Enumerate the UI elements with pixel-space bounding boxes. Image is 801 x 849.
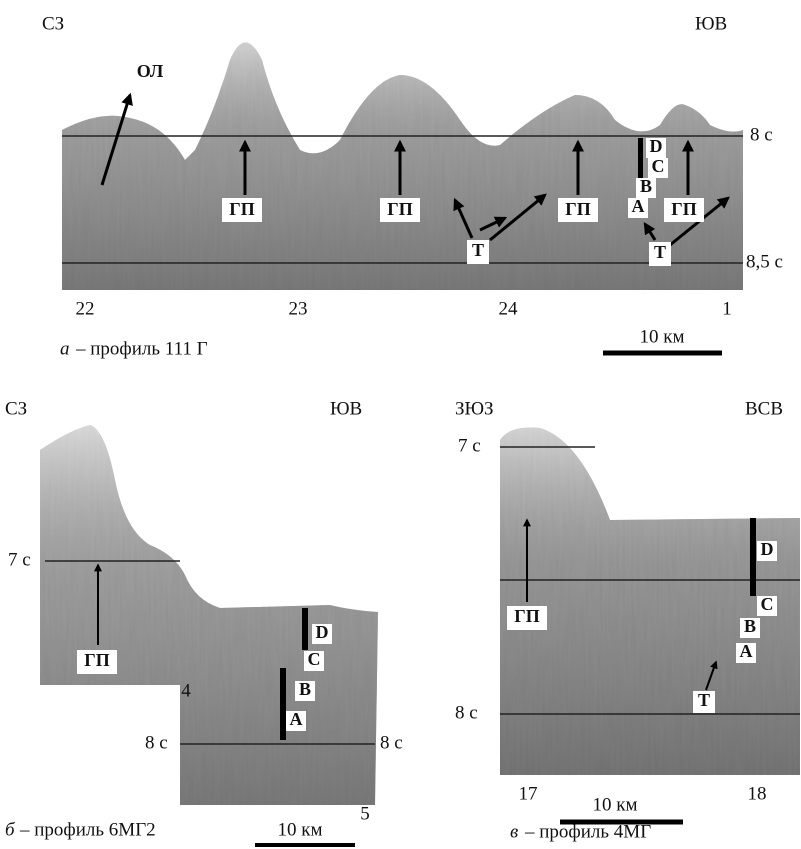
label-box — [636, 178, 656, 198]
panel-title: – профиль 4МГ — [524, 821, 651, 842]
time-label: 8 с — [380, 732, 403, 753]
label-box — [286, 711, 306, 731]
arrow — [100, 92, 133, 186]
annotation: Т — [654, 242, 666, 262]
label-box — [304, 651, 324, 671]
annotation: D — [761, 539, 774, 559]
time-label: 7 с — [458, 435, 481, 456]
annotation: Т — [698, 690, 710, 710]
label-box — [295, 681, 315, 701]
label-box — [693, 691, 715, 713]
annotation: ОЛ — [137, 61, 164, 81]
label-box — [467, 240, 489, 264]
distance-label: 17 — [519, 783, 538, 804]
unit-bar — [750, 518, 756, 596]
label-box — [628, 198, 648, 218]
arrow — [705, 660, 718, 691]
annotation: ГП — [514, 606, 539, 626]
scale-label: 10 км — [592, 794, 637, 815]
annotation: ГП — [387, 199, 412, 219]
annotation: ГП — [84, 650, 109, 670]
annotation: A — [290, 709, 303, 729]
unit-bar — [280, 668, 286, 740]
scale-label: 10 км — [277, 819, 322, 840]
distance-label: 24 — [499, 298, 519, 319]
distance-label: 4 — [181, 680, 191, 701]
scale-label: 10 км — [639, 326, 684, 347]
panel-title: – профиль 111 Г — [75, 338, 208, 359]
arrow — [643, 221, 657, 241]
direction: ЗЮЗ — [455, 398, 494, 419]
label-box — [222, 198, 262, 222]
annotation: A — [632, 196, 645, 216]
time-label: 8 с — [455, 702, 478, 723]
annotation: ГП — [565, 199, 590, 219]
label-box — [649, 242, 671, 266]
distance-label: 1 — [722, 298, 732, 319]
annotation: D — [650, 136, 663, 156]
unit-bar — [638, 138, 643, 206]
annotation: ГП — [671, 199, 696, 219]
label-box — [380, 198, 420, 222]
label-box — [312, 624, 332, 644]
annotation: B — [640, 176, 652, 196]
unit-bar — [302, 608, 308, 650]
annotation: C — [308, 649, 321, 669]
annotation: ГП — [229, 199, 254, 219]
label-box — [736, 643, 756, 663]
arrow — [479, 216, 508, 232]
panel-b: СЗ ЮВ 7 с 8 с 8 с 4 5 10 км б – профиль … — [5, 398, 403, 847]
distance-label: 22 — [76, 298, 95, 319]
annotation: C — [652, 156, 665, 176]
label-box — [757, 541, 777, 561]
annotation: D — [316, 622, 329, 642]
distance-label: 18 — [748, 783, 767, 804]
seismic-section — [40, 425, 378, 805]
direction: ВСВ — [745, 398, 783, 419]
time-label: 8 с — [145, 732, 168, 753]
seismic-section — [62, 42, 743, 290]
label-box — [646, 138, 666, 158]
label-box — [757, 596, 777, 616]
direction: СЗ — [5, 398, 27, 419]
label-box — [507, 606, 547, 630]
arrow — [453, 197, 474, 239]
annotation: A — [740, 641, 753, 661]
time-label: 8 с — [750, 124, 773, 145]
time-label: 8,5 с — [746, 251, 783, 272]
panel-letter: а — [60, 338, 70, 359]
annotation: Т — [472, 240, 484, 260]
panel-title: – профиль 6МГ2 — [19, 819, 156, 840]
panel-c: ЗЮЗ ВСВ 7 с 8 с 17 18 10 км в – профиль … — [455, 398, 800, 842]
label-box — [77, 650, 117, 674]
direction: ЮВ — [330, 398, 362, 419]
label-box — [740, 618, 760, 638]
annotation: B — [744, 616, 756, 636]
annotation: B — [299, 679, 311, 699]
distance-label: 5 — [360, 803, 370, 824]
seismic-section — [500, 427, 800, 775]
panel-letter: в — [510, 821, 518, 842]
time-label: 7 с — [8, 549, 31, 570]
label-box — [648, 158, 668, 178]
direction: ЮВ — [695, 13, 727, 34]
annotation: C — [761, 594, 774, 614]
distance-label: 23 — [289, 298, 308, 319]
direction: СЗ — [42, 13, 64, 34]
arrow — [489, 193, 547, 242]
label-box — [664, 198, 704, 222]
panel-a: СЗ ЮВ 8 с 8,5 с 22 23 24 1 10 км а – про… — [42, 13, 783, 359]
label-box — [558, 198, 598, 222]
panel-letter: б — [5, 819, 16, 840]
